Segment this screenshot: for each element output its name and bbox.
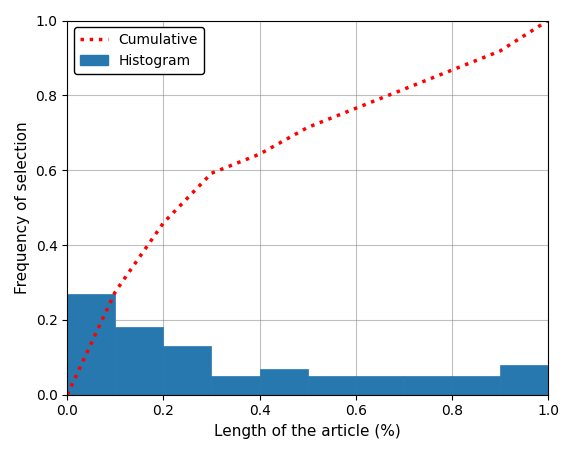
Bar	[67, 294, 115, 395]
Y-axis label: Frequency of selection: Frequency of selection	[15, 121, 30, 294]
Bar	[164, 346, 211, 395]
Bar	[404, 376, 452, 395]
Bar	[452, 376, 500, 395]
Bar	[115, 327, 164, 395]
Bar	[500, 365, 548, 395]
Bar	[259, 369, 308, 395]
Legend: Cumulative, Histogram: Cumulative, Histogram	[74, 27, 204, 74]
Bar	[356, 376, 404, 395]
Bar	[211, 376, 259, 395]
X-axis label: Length of the article (%): Length of the article (%)	[214, 424, 401, 439]
Bar	[308, 376, 356, 395]
